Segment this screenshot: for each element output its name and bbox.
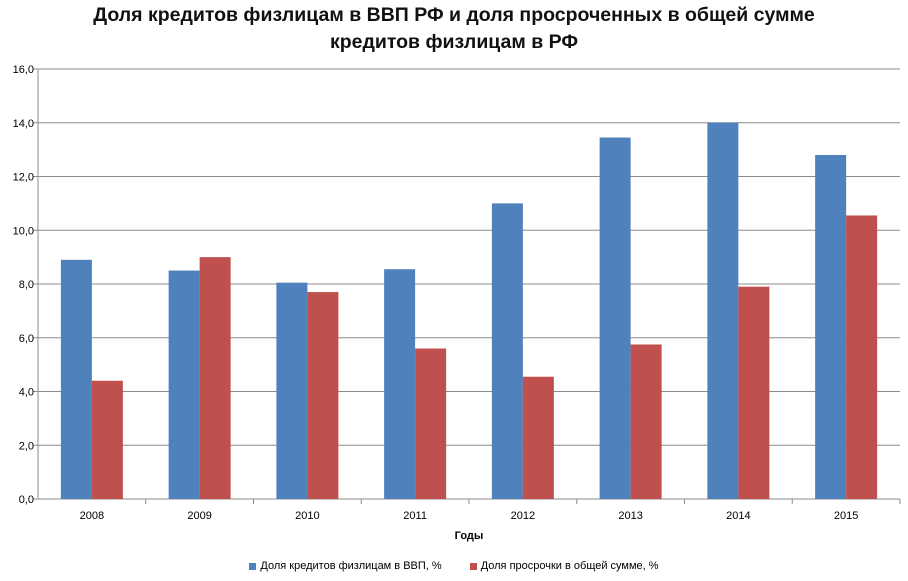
bar-series-2-2009 xyxy=(199,257,231,499)
legend: Доля кредитов физлицам в ВВП, % Доля про… xyxy=(0,560,908,572)
x-tick-label: 2013 xyxy=(618,510,642,522)
x-tick-label: 2014 xyxy=(726,510,750,522)
y-tick-label: 14,0 xyxy=(13,118,34,130)
bar-series-2-2011 xyxy=(415,348,447,499)
x-tick-label: 2008 xyxy=(80,510,104,522)
legend-label-series-2: Доля просрочки в общей сумме, % xyxy=(480,560,659,572)
bar-series-2-2008 xyxy=(91,380,123,499)
bar-chart: 0,0 2,0 4,0 6,0 8,0 10,0 12,0 14,0 16,0 2008 2009 2… xyxy=(13,64,901,542)
bar-series-1-2014 xyxy=(707,122,739,499)
chart-title: Доля кредитов физлицам в ВВП РФ и доля п… xyxy=(0,2,908,56)
y-tick-label: 8,0 xyxy=(19,279,34,291)
x-tick-label: 2009 xyxy=(187,510,211,522)
bar-series-1-2008 xyxy=(60,259,92,499)
y-tick-label: 6,0 xyxy=(19,333,34,345)
legend-swatch-series-1 xyxy=(249,562,257,570)
bar-series-1-2011 xyxy=(384,269,416,499)
bar-series-2-2015 xyxy=(846,215,878,499)
bar-series-1-2013 xyxy=(599,137,631,499)
x-tick-label: 2011 xyxy=(403,510,427,522)
x-tick-label: 2012 xyxy=(511,510,535,522)
bar-series-1-2012 xyxy=(491,203,523,499)
bar-series-2-2014 xyxy=(738,286,770,499)
legend-item-series-2: Доля просрочки в общей сумме, % xyxy=(469,560,659,572)
bar-series-1-2009 xyxy=(168,270,200,499)
bar-series-2-2010 xyxy=(307,292,339,499)
x-tick-label: 2015 xyxy=(834,510,858,522)
y-tick-label: 16,0 xyxy=(13,64,34,76)
x-tick-label: 2010 xyxy=(295,510,319,522)
y-tick-label: 0,0 xyxy=(19,494,34,506)
y-tick-label: 12,0 xyxy=(13,172,34,184)
legend-swatch-series-2 xyxy=(469,562,477,570)
bar-series-1-2015 xyxy=(815,155,847,499)
legend-label-series-1: Доля кредитов физлицам в ВВП, % xyxy=(260,560,442,572)
chart-title-line-1: Доля кредитов физлицам в ВВП РФ и доля п… xyxy=(93,4,815,26)
bar-series-2-2012 xyxy=(522,376,554,499)
chart-title-line-2: кредитов физлицам в РФ xyxy=(329,31,579,53)
legend-item-series-1: Доля кредитов физлицам в ВВП, % xyxy=(249,560,442,572)
bar-series-1-2010 xyxy=(276,282,308,499)
x-axis-label: Годы xyxy=(455,530,484,542)
y-tick-label: 10,0 xyxy=(13,225,34,237)
bar-series-2-2013 xyxy=(630,344,662,499)
y-tick-label: 2,0 xyxy=(19,440,34,452)
y-tick-label: 4,0 xyxy=(19,387,34,399)
